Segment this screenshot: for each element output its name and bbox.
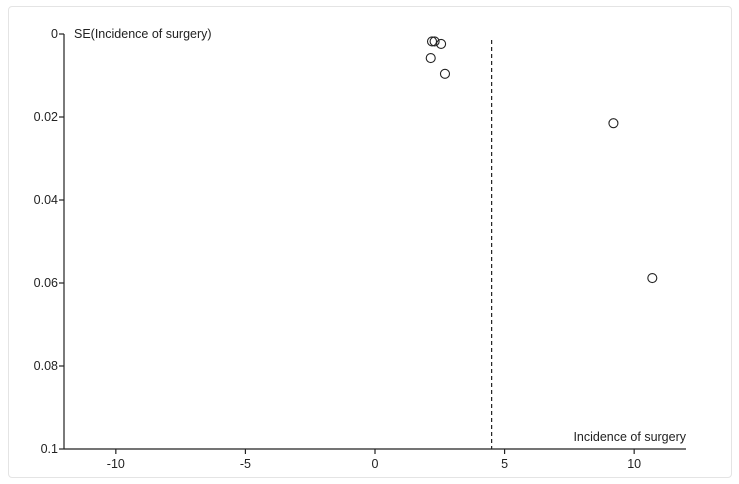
x-tick-label: 5 (501, 457, 508, 471)
chart-frame (8, 6, 732, 478)
data-point (429, 36, 440, 47)
x-tick-label: 0 (372, 457, 379, 471)
data-point (436, 38, 447, 50)
y-tick-label: 0 (51, 27, 58, 41)
data-points (425, 36, 658, 284)
y-axis-label: SE(Incidence of surgery) (74, 27, 212, 41)
x-tick-label: 10 (627, 457, 641, 471)
x-tick-label: -5 (240, 457, 251, 471)
data-point (608, 118, 619, 129)
x-tick-label: -10 (107, 457, 125, 471)
x-axis-label: Incidence of surgery (573, 430, 686, 444)
y-tick-label: 0.02 (34, 110, 58, 124)
y-tick-label: 0.08 (34, 359, 58, 373)
y-tick-label: 0.04 (34, 193, 58, 207)
y-tick-label: 0.06 (34, 276, 58, 290)
data-point (425, 53, 436, 64)
data-point (426, 36, 438, 47)
data-point (439, 68, 451, 79)
y-tick-label: 0.1 (41, 442, 58, 456)
ticks: 0 0.02 0.04 0.06 0.08 0.1 -10 -5 0 5 10 (34, 27, 642, 471)
data-point (647, 272, 658, 284)
axes (63, 34, 686, 450)
